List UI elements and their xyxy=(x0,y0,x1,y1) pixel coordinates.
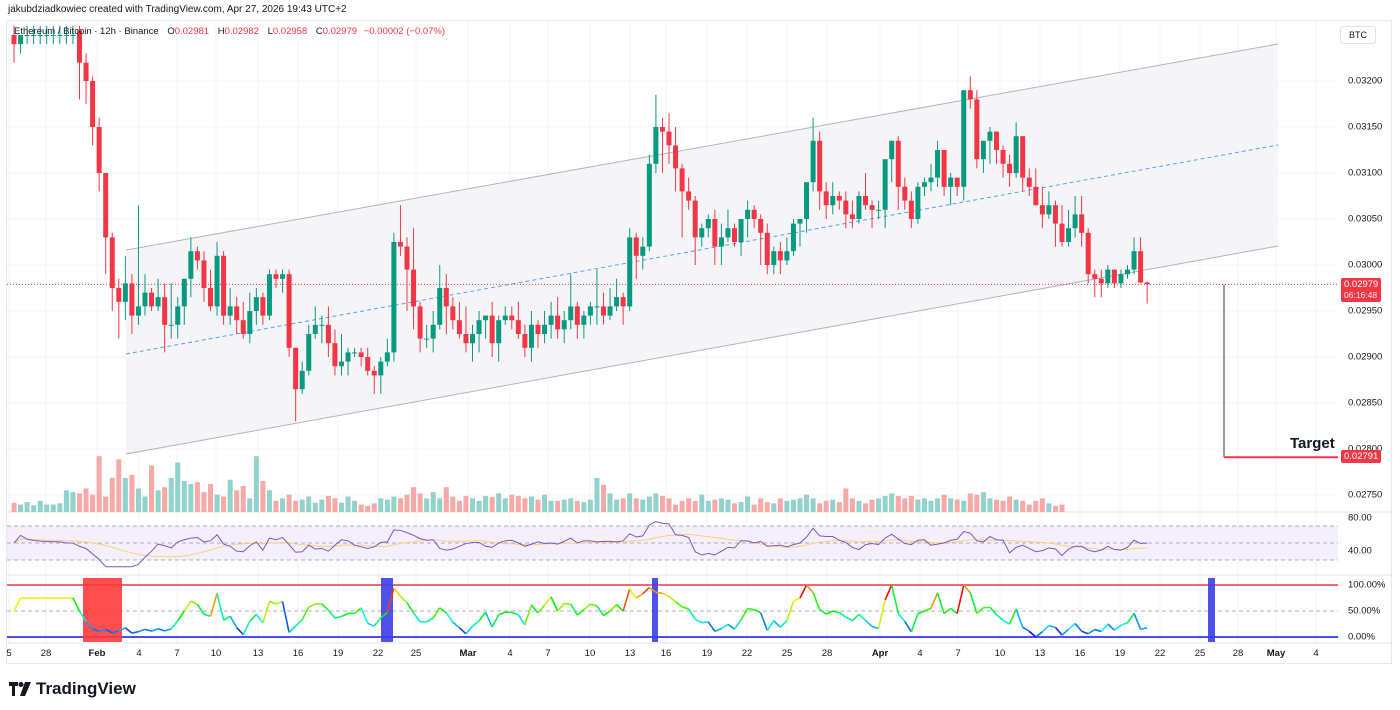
time-tick: 10 xyxy=(210,648,222,659)
open-label: O xyxy=(167,26,175,37)
time-tick: 16 xyxy=(660,648,672,659)
time-tick: 10 xyxy=(994,648,1006,659)
close-value: 0.02979 xyxy=(322,26,358,37)
time-tick: 22 xyxy=(372,648,384,659)
time-tick: 7 xyxy=(174,648,180,659)
target-label[interactable]: Target xyxy=(1290,435,1335,452)
time-tick: 4 xyxy=(917,648,923,659)
logo-text: TradingView xyxy=(36,679,136,698)
rsi-tick-80: 80.00 xyxy=(1348,512,1372,524)
time-tick: 5 xyxy=(6,648,12,659)
symbol-title[interactable]: Ethereum / Bitcoin · 12h · Binance xyxy=(14,26,159,37)
time-tick: 13 xyxy=(624,648,636,659)
tradingview-logo[interactable]: TradingView xyxy=(9,679,136,699)
rsi-tick-40: 40.00 xyxy=(1348,545,1372,557)
tradingview-logo-icon xyxy=(9,682,31,696)
price-tick: 0.03150 xyxy=(1348,121,1383,133)
chart-frame xyxy=(6,20,1392,664)
time-tick: 7 xyxy=(545,648,551,659)
time-tick: 4 xyxy=(507,648,513,659)
price-tick: 0.03050 xyxy=(1348,213,1383,225)
osc-tick-100: 100.00% xyxy=(1348,579,1386,591)
time-tick: 7 xyxy=(955,648,961,659)
open-value: 0.02981 xyxy=(174,26,210,37)
last-price-tag: 0.02979 06:16:48 xyxy=(1341,278,1382,302)
close-label: C xyxy=(315,26,323,37)
price-tick: 0.02950 xyxy=(1348,305,1383,317)
time-tick: 28 xyxy=(40,648,52,659)
time-tick: May xyxy=(1266,648,1286,659)
time-tick: 19 xyxy=(701,648,713,659)
low-value: 0.02958 xyxy=(272,26,308,37)
time-tick: 4 xyxy=(136,648,142,659)
time-tick: 16 xyxy=(292,648,304,659)
time-tick: 28 xyxy=(1232,648,1244,659)
time-tick: 13 xyxy=(252,648,264,659)
time-tick: 19 xyxy=(1114,648,1126,659)
price-tick: 0.03000 xyxy=(1348,259,1383,271)
high-label: H xyxy=(217,26,225,37)
time-tick: 25 xyxy=(1194,648,1206,659)
osc-tick-50: 50.00% xyxy=(1348,605,1381,617)
target-price-tag: 0.02791 xyxy=(1341,450,1382,463)
time-tick: 28 xyxy=(821,648,833,659)
bar-countdown: 06:16:48 xyxy=(1344,290,1378,300)
time-tick: 10 xyxy=(584,648,596,659)
time-tick: 13 xyxy=(1034,648,1046,659)
high-value: 0.02982 xyxy=(224,26,259,37)
time-tick: 4 xyxy=(1313,648,1319,659)
osc-tick-0: 0.00% xyxy=(1348,631,1375,643)
time-tick: 16 xyxy=(1074,648,1086,659)
time-tick: Apr xyxy=(871,648,889,659)
price-tick: 0.02900 xyxy=(1348,351,1383,363)
chart-attribution: jakubdziadkowiec created with TradingVie… xyxy=(8,4,347,15)
change-value: −0.00002 (−0.07%) xyxy=(363,26,446,37)
time-tick: Feb xyxy=(88,648,106,659)
time-tick: 22 xyxy=(1154,648,1166,659)
low-label: L xyxy=(267,26,273,37)
last-price: 0.02979 xyxy=(1344,279,1379,290)
time-tick: 25 xyxy=(781,648,793,659)
price-tick: 0.02750 xyxy=(1348,489,1383,501)
symbol-legend: Ethereum / Bitcoin · 12h · Binance O0.02… xyxy=(14,26,445,37)
time-tick: Mar xyxy=(459,648,477,659)
price-tick: 0.03200 xyxy=(1348,75,1383,87)
currency-button[interactable]: BTC xyxy=(1340,26,1376,44)
time-tick: 22 xyxy=(741,648,753,659)
price-tick: 0.02800 xyxy=(1348,443,1383,455)
time-tick: 19 xyxy=(332,648,344,659)
price-tick: 0.02850 xyxy=(1348,397,1383,409)
price-tick: 0.03100 xyxy=(1348,167,1383,179)
time-tick: 25 xyxy=(410,648,422,659)
